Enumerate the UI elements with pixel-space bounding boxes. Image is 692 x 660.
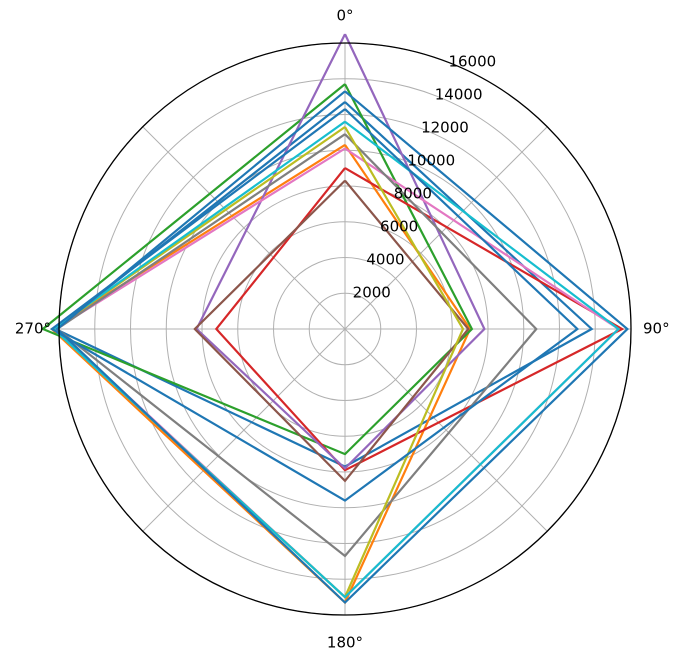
r-tick-label-16000: 16000 (448, 52, 496, 70)
r-tick-label-10000: 10000 (407, 151, 455, 169)
radial-tick-labels: 2000 4000 6000 8000 10000 12000 14000 16000 (353, 52, 496, 301)
series-line-1 (53, 101, 594, 468)
series-line-8 (55, 133, 538, 558)
grid-spoke-225 (142, 328, 346, 532)
angle-label-270: 270° (15, 320, 51, 338)
r-tick-label-8000: 8000 (394, 184, 432, 202)
series-line-10 (51, 120, 621, 599)
r-tick-label-12000: 12000 (421, 118, 469, 136)
series-line-3 (40, 83, 474, 456)
polar-frame (58, 42, 632, 616)
grid-spoke-315 (142, 126, 346, 330)
r-tick-label-6000: 6000 (380, 217, 418, 235)
angle-labels: 0° 90° 180° 270° (15, 7, 670, 652)
r-tick-label-2000: 2000 (353, 283, 391, 301)
angle-label-180: 180° (327, 634, 363, 652)
series-line-6 (193, 179, 470, 483)
angle-label-90: 90° (643, 320, 670, 338)
r-tick-label-4000: 4000 (366, 250, 404, 268)
series-lines (40, 33, 630, 605)
series-line-11 (55, 90, 630, 605)
series-line-4 (214, 167, 625, 472)
r-tick-label-14000: 14000 (435, 85, 483, 103)
series-line-12 (49, 108, 580, 502)
series-line-5 (195, 33, 486, 470)
angle-label-0: 0° (336, 7, 353, 25)
grid-spoke-135 (344, 328, 548, 532)
